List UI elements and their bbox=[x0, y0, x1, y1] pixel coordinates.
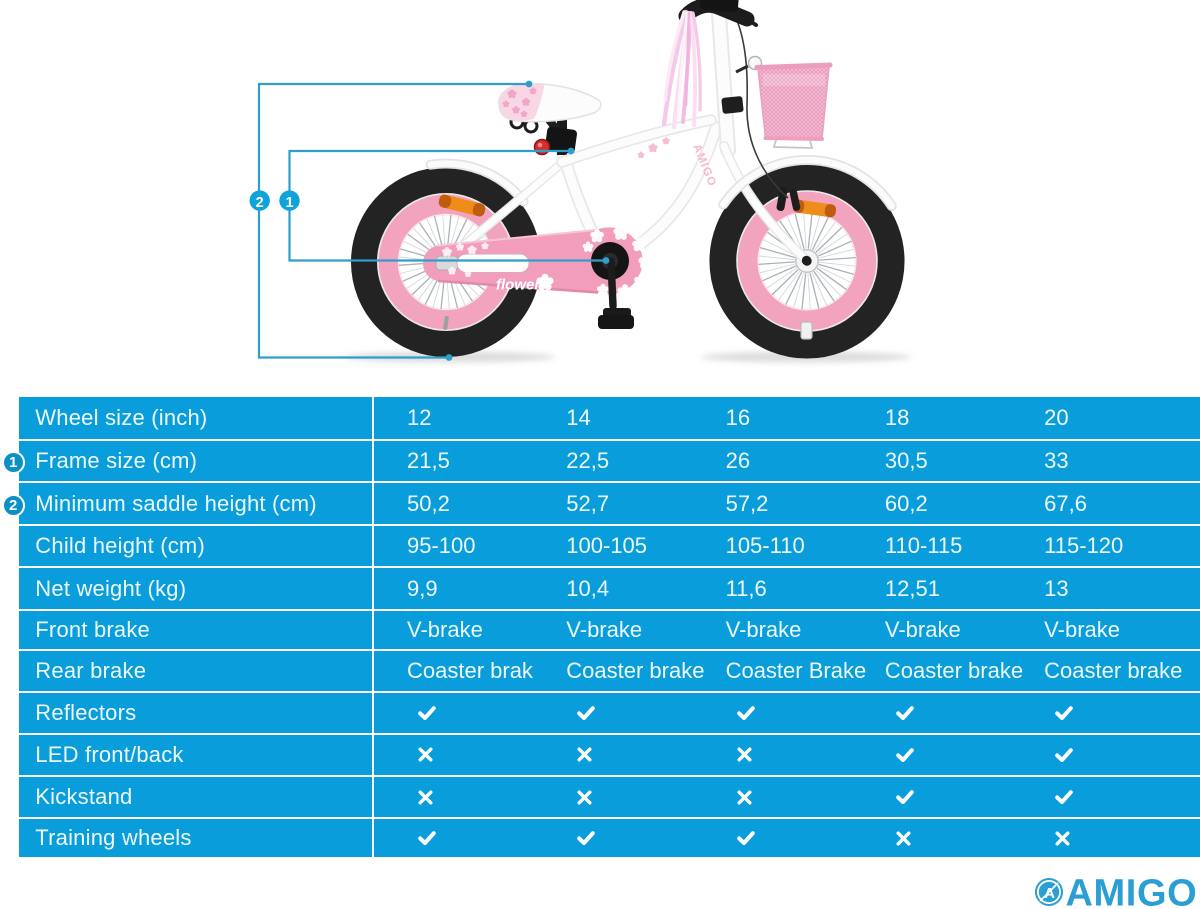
svg-text:1: 1 bbox=[285, 195, 293, 211]
svg-text:flower: flower bbox=[496, 277, 541, 294]
svg-text:A: A bbox=[1044, 885, 1055, 902]
svg-text:2: 2 bbox=[256, 195, 264, 211]
svg-text:AMIGO: AMIGO bbox=[1066, 873, 1198, 909]
